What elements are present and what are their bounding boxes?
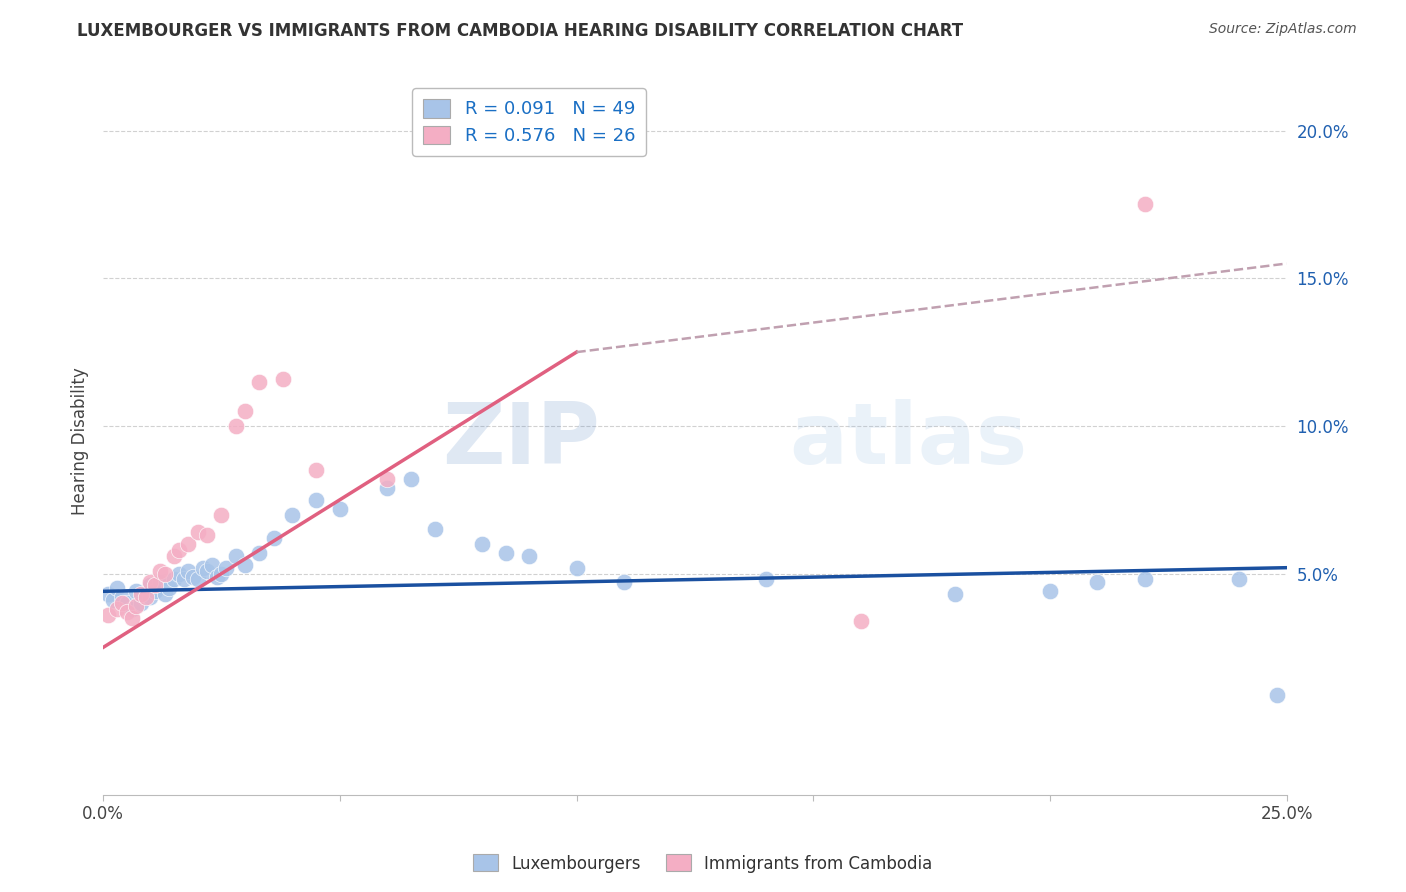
Point: [153, 566, 176, 581]
Text: Source: ZipAtlas.com: Source: ZipAtlas.com: [1209, 22, 1357, 37]
Point: [167, 543, 190, 558]
Point: [135, 591, 157, 605]
Point: [205, 569, 228, 583]
Point: [1085, 575, 1108, 590]
Point: [613, 575, 636, 590]
Point: [1133, 573, 1156, 587]
Point: [849, 614, 872, 628]
Point: [281, 508, 304, 522]
Point: [1227, 573, 1250, 587]
Text: LUXEMBOURGER VS IMMIGRANTS FROM CAMBODIA HEARING DISABILITY CORRELATION CHART: LUXEMBOURGER VS IMMIGRANTS FROM CAMBODIA…: [77, 22, 963, 40]
Point: [1039, 584, 1062, 599]
Point: [305, 492, 328, 507]
Point: [139, 591, 162, 605]
Point: [177, 564, 200, 578]
Point: [135, 587, 157, 601]
Point: [247, 375, 270, 389]
Point: [195, 564, 218, 578]
Point: [177, 537, 200, 551]
Point: [211, 566, 233, 581]
Point: [211, 508, 233, 522]
Point: [129, 587, 152, 601]
Point: [755, 573, 778, 587]
Point: [121, 602, 143, 616]
Point: [139, 578, 162, 592]
Point: [247, 546, 270, 560]
Point: [105, 582, 128, 596]
Point: [97, 587, 120, 601]
Point: [97, 607, 120, 622]
Point: [139, 575, 162, 590]
Point: [187, 573, 209, 587]
Point: [181, 569, 204, 583]
Y-axis label: Hearing Disability: Hearing Disability: [72, 367, 89, 515]
Point: [423, 522, 446, 536]
Point: [943, 587, 966, 601]
Point: [111, 591, 134, 605]
Point: [149, 564, 172, 578]
Point: [201, 558, 224, 572]
Point: [233, 404, 256, 418]
Point: [125, 584, 148, 599]
Point: [187, 525, 209, 540]
Point: [305, 463, 328, 477]
Point: [215, 560, 238, 574]
Point: [153, 587, 176, 601]
Text: atlas: atlas: [790, 400, 1028, 483]
Point: [149, 575, 172, 590]
Text: ZIP: ZIP: [443, 400, 600, 483]
Point: [143, 578, 166, 592]
Point: [263, 531, 285, 545]
Point: [157, 582, 180, 596]
Point: [471, 537, 494, 551]
Point: [101, 593, 124, 607]
Point: [167, 566, 190, 581]
Point: [143, 584, 166, 599]
Point: [105, 602, 128, 616]
Point: [173, 573, 195, 587]
Legend: Luxembourgers, Immigrants from Cambodia: Luxembourgers, Immigrants from Cambodia: [467, 847, 939, 880]
Point: [129, 596, 152, 610]
Point: [399, 472, 422, 486]
Point: [375, 481, 398, 495]
Point: [329, 501, 352, 516]
Point: [225, 419, 247, 434]
Point: [111, 596, 134, 610]
Point: [375, 472, 398, 486]
Point: [115, 596, 138, 610]
Point: [565, 560, 588, 574]
Point: [271, 372, 294, 386]
Point: [121, 611, 143, 625]
Point: [1265, 688, 1288, 702]
Point: [115, 605, 138, 619]
Legend: R = 0.091   N = 49, R = 0.576   N = 26: R = 0.091 N = 49, R = 0.576 N = 26: [412, 88, 645, 156]
Point: [225, 549, 247, 563]
Point: [163, 549, 186, 563]
Point: [195, 528, 218, 542]
Point: [125, 599, 148, 613]
Point: [517, 549, 540, 563]
Point: [1133, 197, 1156, 211]
Point: [163, 573, 186, 587]
Point: [495, 546, 517, 560]
Point: [191, 560, 214, 574]
Point: [233, 558, 256, 572]
